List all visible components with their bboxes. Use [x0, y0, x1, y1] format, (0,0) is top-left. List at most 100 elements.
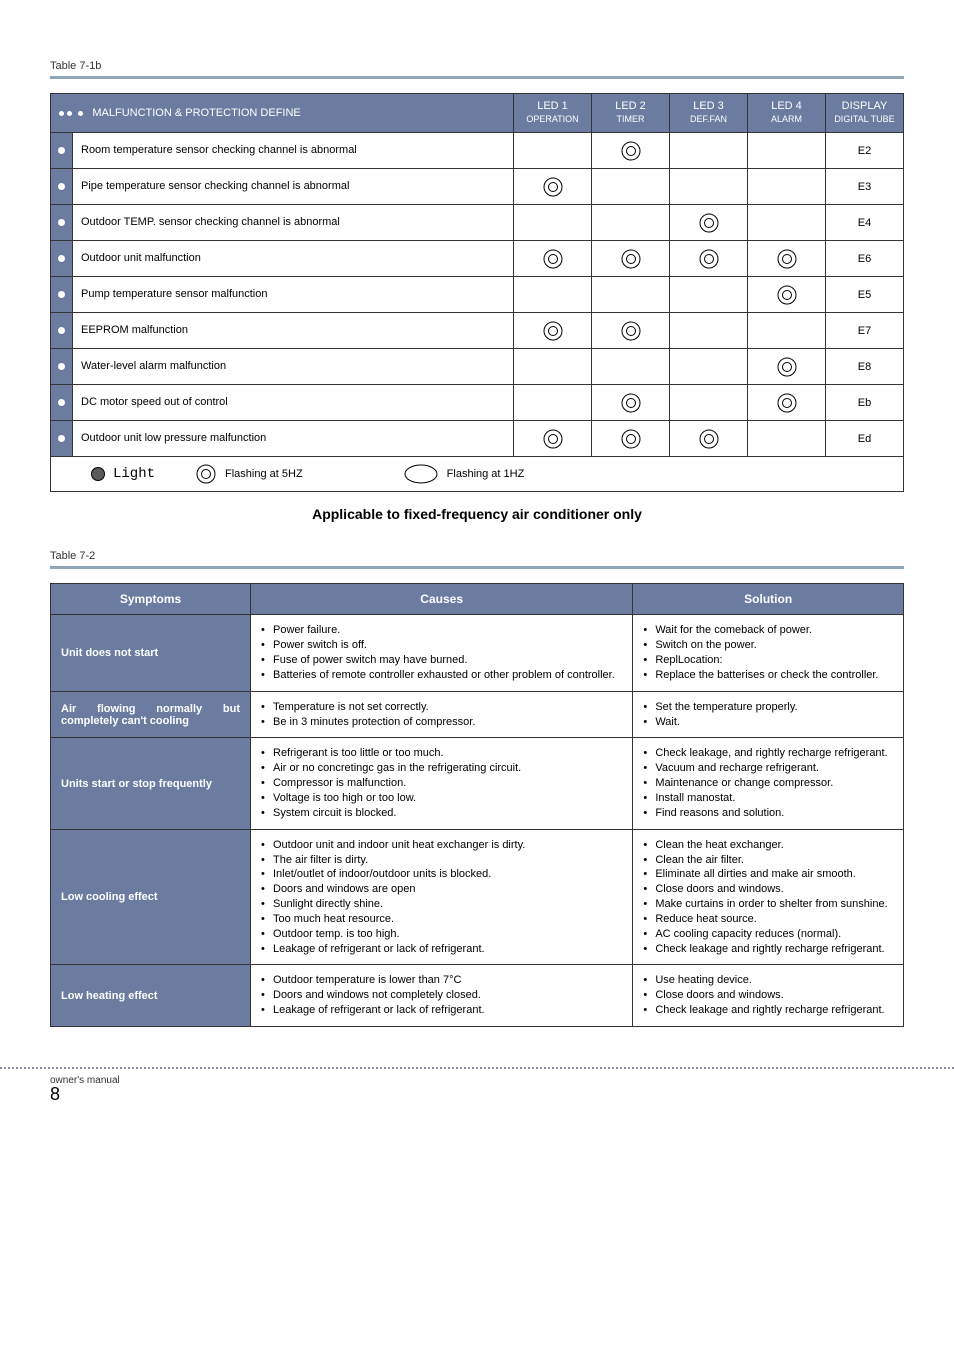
flash-icon — [620, 428, 642, 450]
led-cell — [670, 241, 748, 277]
list-item: Wait. — [643, 715, 893, 730]
led-cell — [670, 169, 748, 205]
display-code: E7 — [826, 313, 904, 349]
malfunction-define: DC motor speed out of control — [73, 385, 514, 421]
flash5-icon — [195, 463, 217, 485]
list-item: The air filter is dirty. — [261, 853, 622, 868]
flash-icon — [776, 392, 798, 414]
symptom-cell: Low heating effect — [51, 965, 251, 1027]
list-item: Outdoor temperature is lower than 7°C — [261, 973, 622, 988]
led-cell — [748, 169, 826, 205]
led-cell — [592, 133, 670, 169]
table-row: EEPROM malfunction E7 — [51, 313, 904, 349]
led-cell — [670, 349, 748, 385]
causes-cell: Refrigerant is too little or too much.Ai… — [251, 738, 633, 829]
flash-icon — [620, 140, 642, 162]
led-cell — [748, 313, 826, 349]
symptom-cell: Unit does not start — [51, 615, 251, 691]
malfunction-define: EEPROM malfunction — [73, 313, 514, 349]
page-number: 8 — [50, 1084, 904, 1105]
led-cell — [514, 205, 592, 241]
led-cell — [592, 313, 670, 349]
table-row: Pump temperature sensor malfunctionE5 — [51, 277, 904, 313]
display-code: E3 — [826, 169, 904, 205]
solution-cell: Use heating device.Close doors and windo… — [633, 965, 904, 1027]
list-item: Check leakage, and rightly recharge refr… — [643, 746, 893, 761]
table-row: DC motor speed out of control Eb — [51, 385, 904, 421]
list-item: Replace the batterises or check the cont… — [643, 668, 893, 683]
flash-icon — [776, 248, 798, 270]
t2-head-solution: Solution — [633, 584, 904, 615]
malfunction-define: Outdoor TEMP. sensor checking channel is… — [73, 205, 514, 241]
solution-cell: Wait for the comeback of power.Switch on… — [633, 615, 904, 691]
list-item: Fuse of power switch may have burned. — [261, 653, 622, 668]
t1-head-led3: LED 3DEF.FAN — [670, 94, 748, 133]
list-item: System circuit is blocked. — [261, 806, 622, 821]
list-item: Refrigerant is too little or too much. — [261, 746, 622, 761]
row-bullet — [51, 385, 73, 421]
symptom-cell: Low cooling effect — [51, 829, 251, 965]
table-row: Low heating effect Outdoor temperature is… — [51, 965, 904, 1027]
led-cell — [514, 421, 592, 457]
list-item: Find reasons and solution. — [643, 806, 893, 821]
list-item: Power switch is off. — [261, 638, 622, 653]
led-cell — [748, 385, 826, 421]
led-cell — [514, 349, 592, 385]
led-cell — [748, 241, 826, 277]
causes-cell: Outdoor unit and indoor unit heat exchan… — [251, 829, 633, 965]
flash-icon — [698, 428, 720, 450]
list-item: ReplLocation: — [643, 653, 893, 668]
legend-row: Light Flashing at 5HZ Flashing at 1HZ — [51, 457, 904, 492]
led-cell — [670, 313, 748, 349]
list-item: Reduce heat source. — [643, 912, 893, 927]
malfunction-define: Room temperature sensor checking channel… — [73, 133, 514, 169]
malfunction-define: Outdoor unit malfunction — [73, 241, 514, 277]
solution-cell: Check leakage, and rightly recharge refr… — [633, 738, 904, 829]
list-item: Outdoor unit and indoor unit heat exchan… — [261, 838, 622, 853]
led-cell — [514, 169, 592, 205]
list-item: Compressor is malfunction. — [261, 776, 622, 791]
list-item: Eliminate all dirties and make air smoot… — [643, 867, 893, 882]
flash-icon — [542, 428, 564, 450]
symptom-cell: Air flowing normally but completely can'… — [51, 691, 251, 738]
row-bullet — [51, 421, 73, 457]
flash-icon — [542, 320, 564, 342]
t2-head-causes: Causes — [251, 584, 633, 615]
table-row: Air flowing normally but completely can'… — [51, 691, 904, 738]
list-item: Vacuum and recharge refrigerant. — [643, 761, 893, 776]
list-item: Voltage is too high or too low. — [261, 791, 622, 806]
list-item: Set the temperature properly. — [643, 700, 893, 715]
led-cell — [748, 133, 826, 169]
display-code: E5 — [826, 277, 904, 313]
list-item: Check leakage and rightly recharge refri… — [643, 1003, 893, 1018]
list-item: Doors and windows are open — [261, 882, 622, 897]
list-item: Air or no concretingc gas in the refrige… — [261, 761, 622, 776]
table-row: Units start or stop frequentlyRefrigeran… — [51, 738, 904, 829]
list-item: Be in 3 minutes protection of compressor… — [261, 715, 622, 730]
list-item: Install manostat. — [643, 791, 893, 806]
table-row: Unit does not startPower failure.Power s… — [51, 615, 904, 691]
list-item: Inlet/outlet of indoor/outdoor units is … — [261, 867, 622, 882]
legend-flash5: Flashing at 5HZ — [195, 463, 303, 485]
led-cell — [514, 241, 592, 277]
causes-cell: Temperature is not set correctly.Be in 3… — [251, 691, 633, 738]
list-item: Outdoor temp. is too high. — [261, 927, 622, 942]
table1-label: Table 7-1b — [50, 60, 904, 72]
list-item: Clean the heat exchanger. — [643, 838, 893, 853]
list-item: Leakage of refrigerant or lack of refrig… — [261, 942, 622, 957]
led-cell — [514, 385, 592, 421]
list-item: Check leakage and rightly recharge refri… — [643, 942, 893, 957]
list-item: AC cooling capacity reduces (normal). — [643, 927, 893, 942]
led-cell — [592, 241, 670, 277]
flash1-icon — [403, 463, 439, 485]
led-cell — [592, 169, 670, 205]
display-code: Eb — [826, 385, 904, 421]
table2-rule — [50, 566, 904, 569]
led-cell — [670, 421, 748, 457]
list-item: Doors and windows not completely closed. — [261, 988, 622, 1003]
malfunction-define: Water-level alarm malfunction — [73, 349, 514, 385]
row-bullet — [51, 133, 73, 169]
causes-cell: Power failure.Power switch is off.Fuse o… — [251, 615, 633, 691]
led-cell — [748, 349, 826, 385]
flash-icon — [620, 248, 642, 270]
